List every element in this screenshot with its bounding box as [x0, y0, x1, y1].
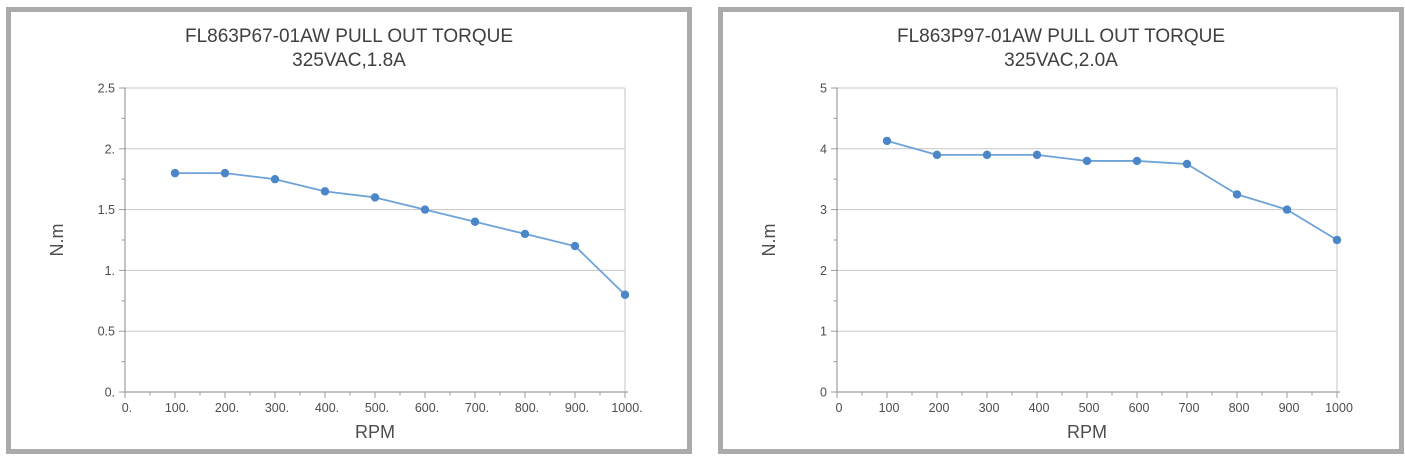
right-chart-panel: FL863P97-01AW PULL OUT TORQUE 325VAC,2.0A…	[718, 7, 1404, 454]
data-line	[175, 172, 626, 296]
y-tick-label: 0	[820, 386, 827, 400]
y-tick-label: 1.	[105, 264, 115, 278]
pull-out-torque-chart-left: FL863P67-01AW PULL OUT TORQUE 325VAC,1.8A…	[47, 26, 643, 442]
x-tick-label: 800.	[515, 401, 539, 415]
x-tick-label: 100	[879, 401, 900, 415]
data-point	[420, 205, 430, 214]
data-point	[1182, 159, 1192, 169]
data-point	[620, 290, 630, 299]
data-point	[370, 193, 380, 202]
data-point	[982, 150, 992, 160]
x-tick-label: 700	[1179, 401, 1200, 415]
left-chart-panel: FL863P67-01AW PULL OUT TORQUE 325VAC,1.8A…	[6, 7, 692, 454]
x-tick-label: 300	[979, 401, 1000, 415]
x-tick-label: 900	[1279, 401, 1300, 415]
x-tick-label: 800	[1229, 401, 1250, 415]
y-tick-label: 2	[820, 264, 827, 278]
chart-title: FL863P97-01AW PULL OUT TORQUE	[897, 26, 1225, 47]
y-axis-label: N.m	[759, 224, 779, 257]
chart-subtitle: 325VAC,1.8A	[292, 50, 406, 71]
data-point	[1282, 205, 1292, 214]
data-point	[270, 175, 280, 184]
y-tick-label: 1	[820, 325, 827, 339]
data-point	[1132, 156, 1142, 166]
data-point	[1232, 190, 1242, 199]
y-tick-label: 4	[820, 142, 827, 156]
data-line	[886, 140, 1338, 241]
x-tick-label: 1000	[1325, 401, 1353, 415]
x-tick-label: 400.	[315, 401, 339, 415]
y-tick-label: 3	[820, 203, 827, 217]
chart-title: FL863P67-01AW PULL OUT TORQUE	[185, 26, 513, 47]
chart-subtitle: 325VAC,2.0A	[1004, 50, 1118, 71]
x-axis-label: RPM	[355, 422, 395, 442]
x-tick-label: 700.	[465, 401, 489, 415]
x-tick-label: 1000.	[611, 401, 642, 415]
data-point	[1032, 150, 1042, 160]
x-axis-label: RPM	[1067, 422, 1107, 442]
x-tick-label: 300.	[265, 401, 289, 415]
x-tick-label: 600	[1129, 401, 1150, 415]
data-point	[320, 187, 330, 196]
data-point	[1082, 156, 1092, 166]
y-tick-label: 2.	[105, 142, 115, 156]
y-tick-label: 1.5	[98, 203, 115, 217]
data-point	[1332, 235, 1342, 245]
y-tick-label: 0.5	[98, 325, 115, 339]
x-tick-label: 200	[929, 401, 950, 415]
y-tick-label: 0.	[105, 386, 115, 400]
x-tick-label: 100.	[165, 401, 189, 415]
data-point	[520, 229, 530, 239]
data-point	[932, 150, 942, 160]
pull-out-torque-chart-right: FL863P97-01AW PULL OUT TORQUE 325VAC,2.0A…	[759, 26, 1353, 442]
y-axis-label: N.m	[47, 224, 67, 257]
x-tick-label: 500	[1079, 401, 1100, 415]
y-tick-label: 2.5	[98, 82, 115, 96]
data-point	[570, 241, 580, 251]
x-tick-label: 400	[1029, 401, 1050, 415]
x-tick-label: 500.	[365, 401, 389, 415]
x-tick-label: 0.	[122, 401, 132, 415]
x-tick-label: 600.	[415, 401, 439, 415]
data-point	[470, 217, 480, 226]
data-point	[170, 168, 180, 178]
x-tick-label: 200.	[215, 401, 239, 415]
data-point	[882, 136, 892, 146]
charts-row: FL863P67-01AW PULL OUT TORQUE 325VAC,1.8A…	[6, 7, 1404, 454]
x-tick-label: 0	[836, 401, 843, 415]
y-tick-label: 5	[820, 82, 827, 96]
data-point	[220, 168, 230, 178]
x-tick-label: 900.	[565, 401, 589, 415]
